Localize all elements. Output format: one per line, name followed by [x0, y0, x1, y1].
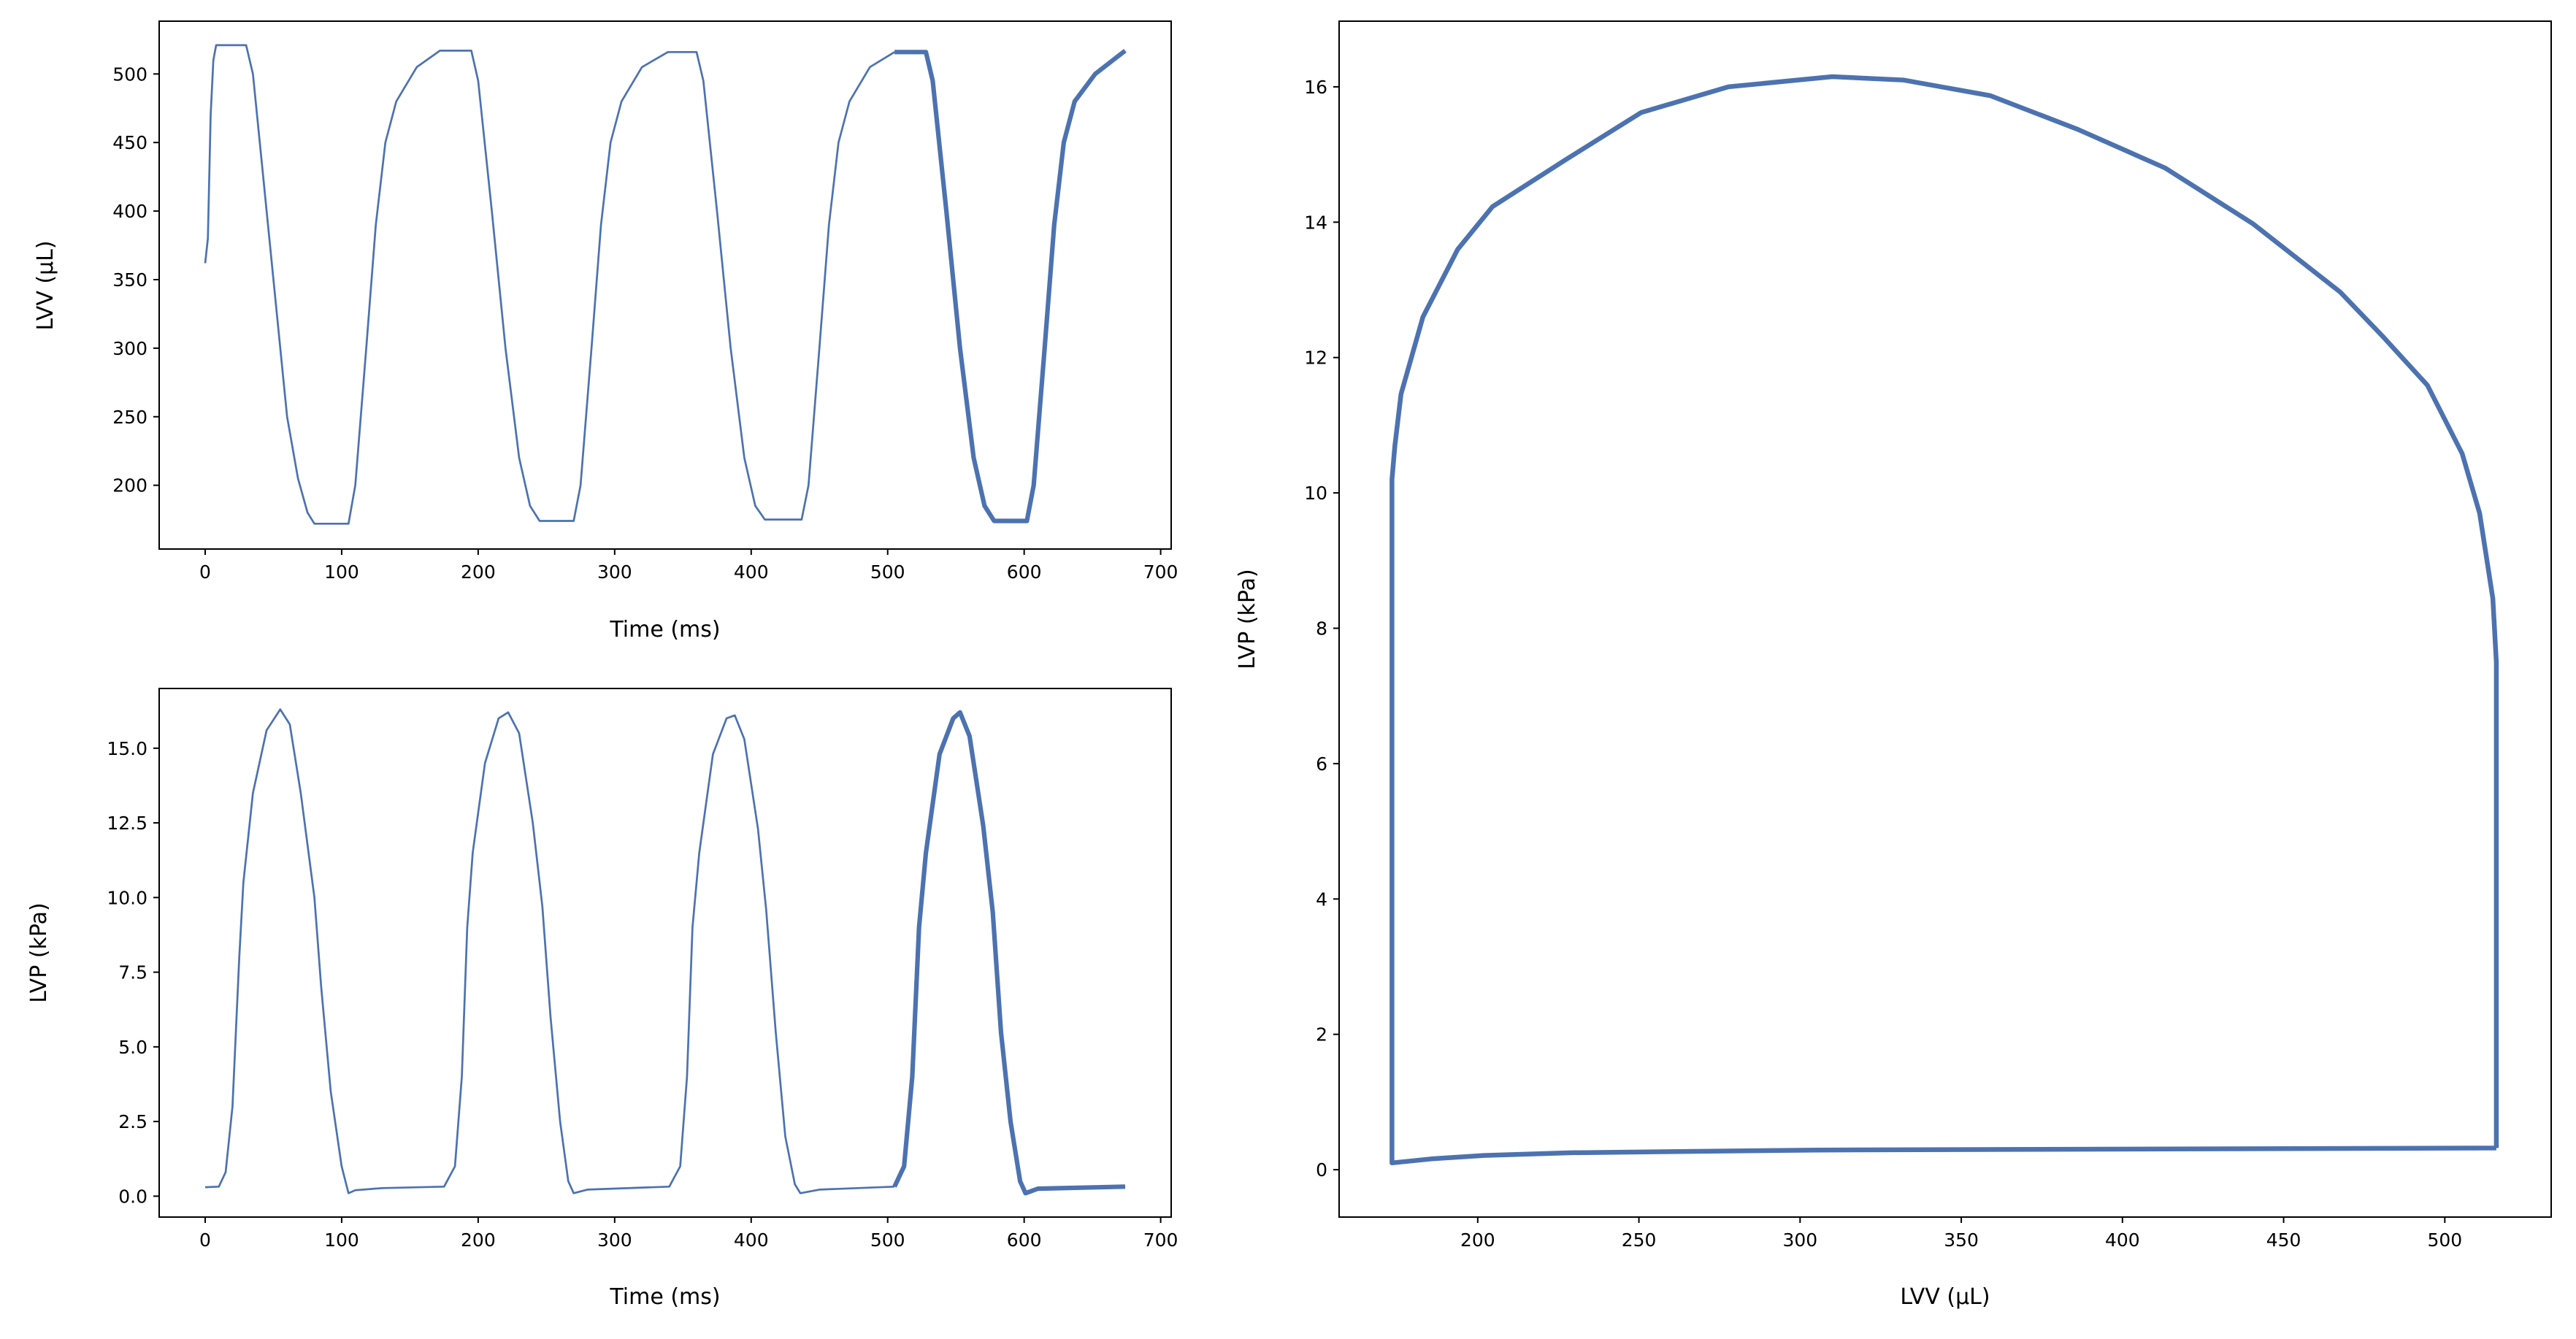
lvp-time-ytick-label: 0.0	[118, 1186, 147, 1207]
pv-loop-ytick-label: 12	[1304, 348, 1327, 369]
lvv-time-ytick-label: 300	[112, 338, 147, 359]
pv-loop-ylabel: LVP (kPa)	[1235, 569, 1260, 669]
lvp-time-ytick-label: 7.5	[118, 962, 147, 983]
lvv-time-xtick-label: 600	[1007, 561, 1042, 583]
lvv-time-ytick-label: 400	[112, 201, 147, 222]
lvp-time-ytick-label: 15.0	[107, 738, 147, 759]
lvp-time-ytick-label: 2.5	[118, 1111, 147, 1132]
lvp-time-xlabel: Time (ms)	[609, 1284, 720, 1310]
lvp-time-ytick-label: 12.5	[107, 813, 147, 834]
lvp-time-ylabel: LVP (kPa)	[26, 902, 52, 1002]
pv-loop-xtick-label: 200	[1460, 1229, 1495, 1251]
pv-loop-ytick-label: 10	[1304, 483, 1327, 504]
lvv-time-xtick-label: 300	[597, 561, 632, 583]
lvv-time-ytick-label: 200	[112, 475, 147, 496]
pv-loop-xtick-label: 300	[1782, 1229, 1817, 1251]
pv-loop-xtick-label: 500	[2427, 1229, 2462, 1251]
lvv-time-axes-frame	[158, 20, 1172, 550]
lvv-time-xlabel: Time (ms)	[609, 617, 720, 642]
lvv-time-xtick-label: 100	[324, 561, 359, 583]
lvv-time-ytick-label: 350	[112, 269, 147, 291]
pv-loop-xtick-label: 250	[1622, 1229, 1657, 1251]
pv-loop-xtick-label: 400	[2105, 1229, 2140, 1251]
pv-loop-ytick-label: 0	[1316, 1159, 1327, 1181]
lvp-time-xtick-label: 600	[1007, 1229, 1042, 1251]
lvp-time-xtick-label: 0	[199, 1229, 211, 1251]
lvv-time-xtick-label: 500	[870, 561, 905, 583]
lvv-time-xtick-label: 400	[734, 561, 769, 583]
pv-loop-ytick-label: 4	[1316, 889, 1327, 910]
lvp-time-xtick-label: 400	[734, 1229, 769, 1251]
lvv-time-ytick-label: 500	[112, 64, 147, 85]
lvp-time-xtick-label: 500	[870, 1229, 905, 1251]
pv-loop-xlabel: LVV (µL)	[1900, 1284, 1990, 1310]
lvv-time-ytick-label: 450	[112, 132, 147, 153]
pv-loop-ytick-label: 2	[1316, 1024, 1327, 1046]
lvv-time-xtick-label: 200	[461, 561, 496, 583]
pv-loop-ytick-label: 14	[1304, 212, 1327, 233]
lvv-time-ylabel: LVV (µL)	[33, 240, 58, 330]
pv-loop-ytick-label: 16	[1304, 77, 1327, 98]
lvp-time-xtick-label: 200	[461, 1229, 496, 1251]
lvp-time-xtick-label: 300	[597, 1229, 632, 1251]
lvv-time-series-last-cycle	[894, 48, 1127, 523]
pv-loop-series-pv-loop	[1389, 74, 2499, 1166]
pv-loop-ytick-label: 8	[1316, 618, 1327, 640]
lvp-time-ytick-label: 5.0	[118, 1037, 147, 1058]
lvv-time-ytick-label: 250	[112, 407, 147, 428]
lvv-time-xtick-label: 700	[1143, 561, 1178, 583]
pv-loop-xtick-label: 350	[1944, 1229, 1979, 1251]
lvv-time-series-history	[204, 44, 895, 525]
pv-loop-xtick-label: 450	[2266, 1229, 2301, 1251]
lvv-time-xtick-label: 0	[199, 561, 211, 583]
lvp-time-axes-frame	[158, 688, 1172, 1218]
lvp-time-xtick-label: 100	[324, 1229, 359, 1251]
lvp-time-series-last-cycle	[892, 710, 1126, 1196]
pv-loop-axes-frame	[1338, 20, 2552, 1218]
lvp-time-xtick-label: 700	[1143, 1229, 1178, 1251]
lvp-time-ytick-label: 10.0	[107, 887, 147, 908]
pv-loop-ytick-label: 6	[1316, 753, 1327, 775]
lvp-time-series-history	[204, 708, 895, 1194]
